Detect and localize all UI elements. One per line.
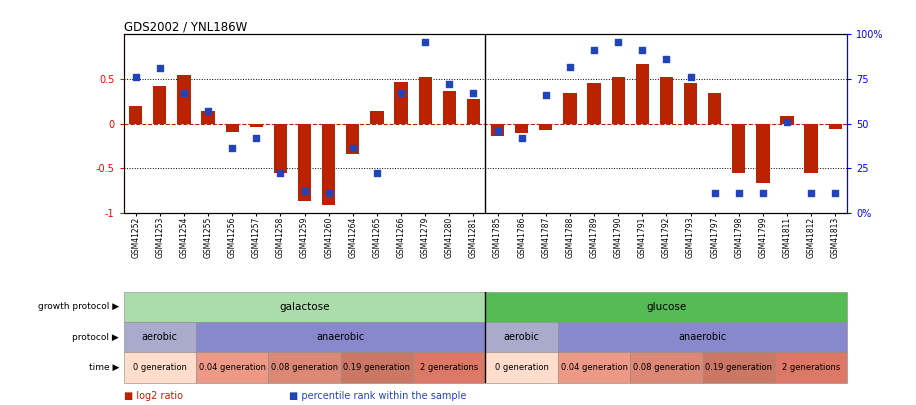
Point	[660, 56, 674, 63]
Text: anaerobic: anaerobic	[679, 332, 726, 342]
Bar	[322, 124, 335, 205]
Point	[225, 145, 240, 152]
Bar	[196, 352, 268, 383]
Point	[128, 74, 143, 81]
Point	[539, 92, 553, 98]
Text: protocol ▶: protocol ▶	[72, 333, 119, 342]
Point	[297, 188, 311, 194]
Point	[345, 145, 360, 152]
Bar	[413, 352, 485, 383]
Text: time ▶: time ▶	[89, 363, 119, 372]
Bar	[515, 124, 529, 133]
Point	[828, 190, 843, 196]
Text: anaerobic: anaerobic	[317, 332, 365, 342]
Bar	[612, 77, 625, 124]
Bar	[250, 124, 263, 127]
Text: 0 generation: 0 generation	[495, 363, 549, 372]
Text: galactose: galactose	[279, 302, 330, 312]
Bar	[703, 352, 775, 383]
Bar	[558, 352, 630, 383]
Text: 0.08 generation: 0.08 generation	[633, 363, 700, 372]
Bar	[124, 292, 485, 322]
Point	[587, 47, 602, 54]
Text: GDS2002 / YNL186W: GDS2002 / YNL186W	[124, 20, 247, 33]
Point	[635, 47, 649, 54]
Point	[249, 134, 264, 141]
Text: 0.04 generation: 0.04 generation	[199, 363, 266, 372]
Bar	[419, 77, 431, 124]
Bar	[395, 82, 408, 124]
Point	[490, 128, 505, 134]
Point	[611, 38, 626, 45]
Point	[273, 170, 288, 177]
Point	[370, 170, 385, 177]
Bar	[196, 322, 485, 352]
Bar	[757, 124, 769, 183]
Point	[177, 90, 191, 96]
Point	[442, 81, 456, 87]
Bar	[587, 83, 601, 124]
Bar	[485, 352, 558, 383]
Point	[780, 119, 794, 125]
Text: 0.08 generation: 0.08 generation	[271, 363, 338, 372]
Bar	[346, 124, 359, 154]
Point	[322, 190, 336, 196]
Text: 2 generations: 2 generations	[420, 363, 478, 372]
Bar	[804, 124, 818, 173]
Point	[683, 74, 698, 81]
Bar	[467, 98, 480, 124]
Bar	[341, 352, 413, 383]
Bar	[268, 352, 341, 383]
Text: aerobic: aerobic	[142, 332, 178, 342]
Text: 0 generation: 0 generation	[133, 363, 187, 372]
Text: ■ log2 ratio: ■ log2 ratio	[124, 391, 182, 401]
Bar	[124, 352, 196, 383]
Bar	[485, 322, 558, 352]
Text: aerobic: aerobic	[504, 332, 540, 342]
Point	[201, 108, 215, 114]
Text: 0.19 generation: 0.19 generation	[344, 363, 410, 372]
Text: 0.19 generation: 0.19 generation	[705, 363, 772, 372]
Bar	[780, 116, 793, 124]
Bar	[442, 92, 456, 124]
Bar	[636, 64, 649, 124]
Text: ■ percentile rank within the sample: ■ percentile rank within the sample	[289, 391, 466, 401]
Bar	[558, 322, 847, 352]
Point	[394, 90, 409, 96]
Bar	[124, 322, 196, 352]
Bar	[129, 106, 142, 124]
Point	[707, 190, 722, 196]
Point	[418, 38, 432, 45]
Bar	[829, 124, 842, 129]
Point	[562, 63, 577, 70]
Bar	[370, 111, 384, 124]
Text: 0.04 generation: 0.04 generation	[561, 363, 627, 372]
Bar	[274, 124, 287, 173]
Text: 2 generations: 2 generations	[782, 363, 840, 372]
Bar	[708, 93, 721, 124]
Text: growth protocol ▶: growth protocol ▶	[38, 302, 119, 311]
Point	[152, 65, 168, 72]
Point	[756, 190, 770, 196]
Point	[515, 134, 529, 141]
Bar	[732, 124, 746, 173]
Bar	[540, 124, 552, 130]
Bar	[298, 124, 311, 201]
Bar	[485, 292, 847, 322]
Bar	[491, 124, 504, 136]
Bar	[630, 352, 703, 383]
Bar	[178, 75, 191, 124]
Bar	[153, 86, 167, 124]
Bar	[684, 83, 697, 124]
Bar	[660, 77, 673, 124]
Bar	[225, 124, 239, 132]
Point	[804, 190, 819, 196]
Bar	[563, 93, 576, 124]
Point	[466, 90, 481, 96]
Bar	[202, 111, 214, 124]
Bar	[775, 352, 847, 383]
Point	[732, 190, 747, 196]
Text: glucose: glucose	[647, 302, 686, 312]
